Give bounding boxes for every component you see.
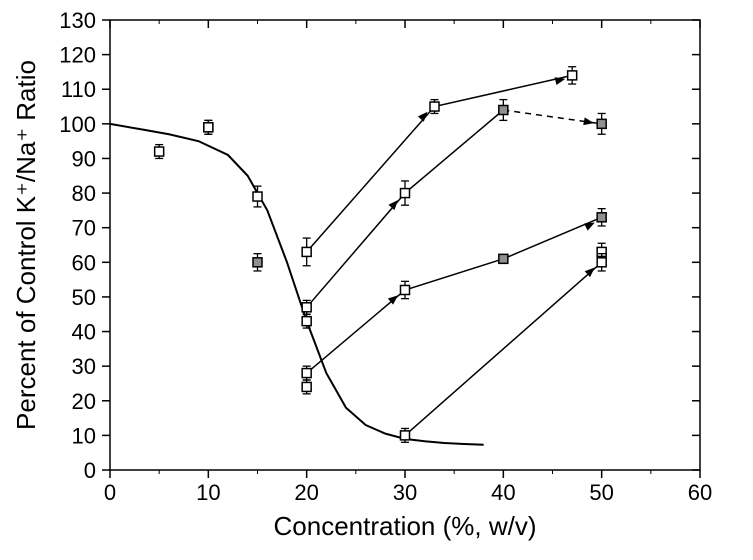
x-axis-label: Concentration (%, w/v) [274,511,537,541]
data-marker [597,258,606,267]
data-marker [499,254,508,263]
chart-svg: 0 10 20 30 40 50 60 0 10 20 30 40 50 60 70 80 90 100 110 12… [0,0,753,560]
y-tick-label: 100 [59,112,96,137]
y-axis-label: Percent of Control K⁺/Na⁺ Ratio [11,60,41,430]
arrow-icon [418,109,431,122]
x-tick-label: 20 [294,480,318,505]
x-tick-label: 40 [491,480,515,505]
data-marker [204,123,213,132]
y-tick-label: 110 [61,77,96,102]
y-tick-label: 70 [72,216,96,241]
data-marker [302,317,311,326]
data-marker [302,369,311,378]
plot-border [110,20,700,470]
data-marker [302,382,311,391]
y-tick-label: 10 [72,423,96,448]
data-marker [568,71,577,80]
y-tick-label: 20 [72,389,96,414]
x-tick-label: 10 [196,480,220,505]
y-tick-label: 90 [72,146,96,171]
connector-line [405,262,602,435]
data-marker [253,258,262,267]
data-marker [430,102,439,111]
main-curve [110,124,484,445]
x-tick-label: 60 [688,480,712,505]
y-tick-label: 120 [59,43,96,68]
data-marker [155,147,164,156]
y-tick-label: 130 [59,8,96,33]
x-tick-label: 0 [104,480,116,505]
x-tick-label: 30 [393,480,417,505]
data-marker [597,119,606,128]
connector-line [307,217,602,373]
y-tick-label: 0 [84,458,96,483]
data-marker [401,189,410,198]
y-tick-label: 50 [72,285,96,310]
y-tick-label: 60 [72,250,96,275]
chart-container: 0 10 20 30 40 50 60 0 10 20 30 40 50 60 70 80 90 100 110 12… [0,0,753,560]
data-marker [499,106,508,115]
y-tick-label: 40 [72,320,96,345]
y-tick-label: 30 [72,354,96,379]
data-marker [597,213,606,222]
data-marker [401,431,410,440]
data-marker [253,192,262,201]
data-marker [302,247,311,256]
x-tick-label: 50 [589,480,613,505]
data-marker [401,286,410,295]
y-tick-label: 80 [72,181,96,206]
data-marker [302,303,311,312]
